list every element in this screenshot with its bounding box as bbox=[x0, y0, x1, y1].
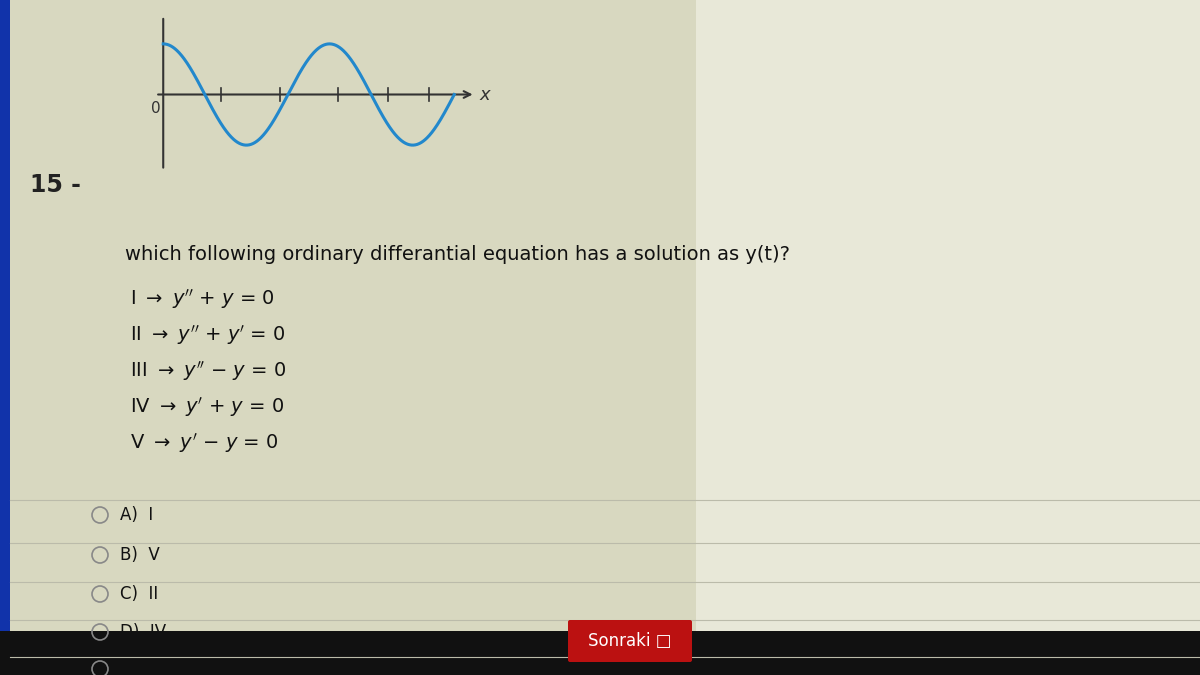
Text: B)  V: B) V bbox=[120, 546, 160, 564]
Text: I $\rightarrow$ $y''$ + $y$ = 0: I $\rightarrow$ $y''$ + $y$ = 0 bbox=[130, 287, 275, 311]
Text: A)  I: A) I bbox=[120, 506, 154, 524]
Text: 0: 0 bbox=[151, 101, 161, 115]
Text: V $\rightarrow$ $y'$ $-$ $y$ = 0: V $\rightarrow$ $y'$ $-$ $y$ = 0 bbox=[130, 431, 278, 455]
Text: 15 -: 15 - bbox=[30, 173, 80, 197]
Text: E)  III: E) III bbox=[120, 660, 162, 675]
Text: II $\rightarrow$ $y''$ + $y'$ = 0: II $\rightarrow$ $y''$ + $y'$ = 0 bbox=[130, 323, 286, 347]
Text: C)  II: C) II bbox=[120, 585, 158, 603]
Text: Sonraki □: Sonraki □ bbox=[588, 632, 672, 650]
Text: IV $\rightarrow$ $y'$ + $y$ = 0: IV $\rightarrow$ $y'$ + $y$ = 0 bbox=[130, 395, 284, 419]
Bar bbox=[696, 0, 1200, 675]
Bar bbox=[0, 0, 10, 631]
Bar bbox=[0, 631, 1200, 675]
Text: D)  IV: D) IV bbox=[120, 623, 166, 641]
Text: III $\rightarrow$ $y''$ $-$ $y$ = 0: III $\rightarrow$ $y''$ $-$ $y$ = 0 bbox=[130, 359, 286, 383]
Text: which following ordinary differantial equation has a solution as y(t)?: which following ordinary differantial eq… bbox=[125, 245, 790, 264]
Text: $x$: $x$ bbox=[479, 86, 493, 103]
FancyBboxPatch shape bbox=[568, 620, 692, 662]
